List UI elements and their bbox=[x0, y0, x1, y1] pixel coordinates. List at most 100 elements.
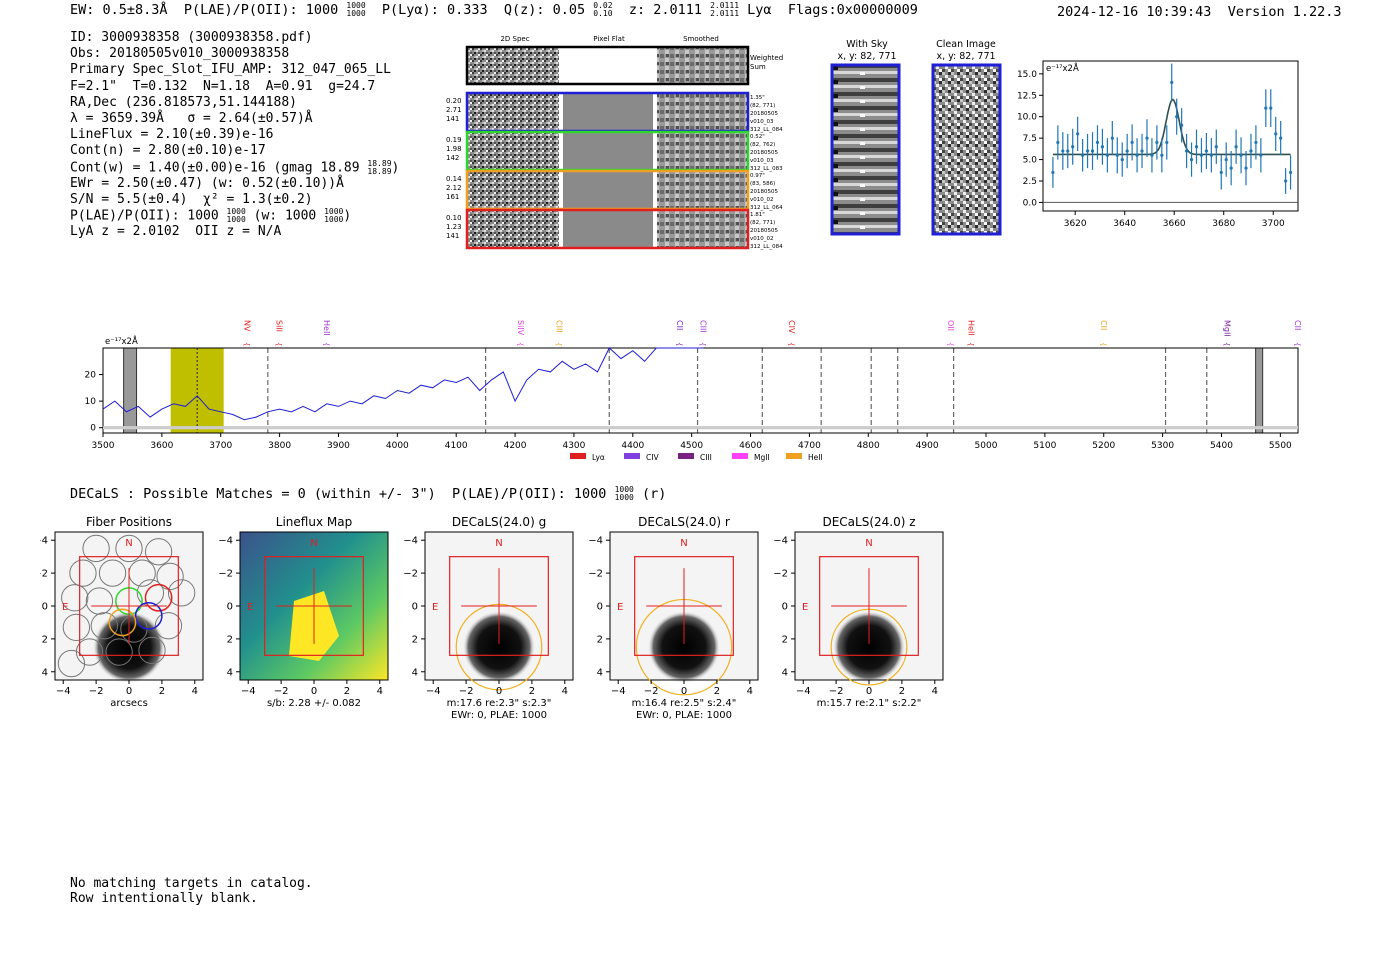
cutout-pixel-flat bbox=[563, 171, 653, 209]
decals-ytick-label: 4 bbox=[597, 667, 603, 678]
info-fit: F=2.1" T=0.132 N=1.18 A=0.91 g=24.7 bbox=[70, 78, 376, 94]
fit-point bbox=[1214, 145, 1218, 149]
decals-ytick-label: 0 bbox=[412, 602, 418, 613]
decals-panel-title: Fiber Positions bbox=[86, 515, 172, 529]
fit-point bbox=[1066, 149, 1070, 153]
emission-line-label: HeII bbox=[322, 320, 331, 336]
cutout-right-label: 20180505 bbox=[750, 189, 778, 195]
fit-point bbox=[1071, 145, 1075, 149]
spec-xtick-label: 4400 bbox=[621, 441, 644, 451]
weighted-sum-label: Weighted bbox=[750, 54, 783, 62]
decals-xtick-label: 0 bbox=[311, 686, 317, 697]
search-box bbox=[634, 556, 734, 656]
fit-ytick-label: 7.5 bbox=[1023, 134, 1037, 144]
spectrum-axes bbox=[102, 347, 1299, 434]
legend-swatch bbox=[678, 453, 694, 459]
spec-xtick-label: 5400 bbox=[1210, 441, 1233, 451]
east-label: E bbox=[617, 602, 623, 613]
decals-xtick-label: 4 bbox=[192, 686, 198, 697]
info-lya: LyA z = 2.0102 OII z = N/A bbox=[70, 224, 282, 240]
decals-xtick-label: 0 bbox=[866, 686, 872, 697]
spec-xtick-label: 5300 bbox=[1151, 441, 1174, 451]
fit-point bbox=[1284, 179, 1288, 183]
decals-xtick-label: −2 bbox=[89, 686, 104, 697]
fit-point bbox=[1095, 140, 1100, 145]
cutout-headers: 2D Spec Pixel Flat Smoothed bbox=[500, 35, 718, 43]
fit-point bbox=[1274, 132, 1278, 136]
fit-point bbox=[1279, 136, 1283, 140]
cutout-right-label: v010_03 bbox=[750, 158, 774, 164]
north-label: N bbox=[125, 538, 132, 549]
emission-line-bracket: { bbox=[946, 342, 954, 346]
fiber-circle bbox=[138, 636, 166, 665]
decals-ytick-label: 0 bbox=[597, 602, 603, 613]
fit-ytick-label: 5.0 bbox=[1023, 156, 1038, 166]
fit-xtick-label: 3700 bbox=[1262, 219, 1285, 229]
cutout-2d-spec bbox=[467, 171, 559, 209]
info-ewr: EWr = 2.50(±0.47) (w: 0.52(±0.10))Å bbox=[70, 175, 344, 191]
legend-swatch bbox=[624, 453, 640, 459]
fit-point bbox=[1135, 153, 1139, 157]
emission-line-label: CII bbox=[1099, 320, 1108, 330]
spec-xtick-label: 3500 bbox=[92, 441, 115, 451]
spec-ytick-label: 0 bbox=[90, 424, 96, 434]
info-id: ID: 3000938358 (3000938358.pdf) bbox=[70, 30, 313, 45]
cutout-left-label: 141 bbox=[446, 232, 459, 240]
header-pixel-flat: Pixel Flat bbox=[593, 35, 625, 43]
summary-line: EW: 0.5±8.3Å P(LAE)/P(OII): 1000 1000 100… bbox=[70, 1, 918, 19]
with-sky-coords: x, y: 82, 771 bbox=[837, 51, 896, 62]
search-box bbox=[264, 556, 364, 656]
info-lambda: λ = 3659.39Å σ = 2.64(±0.57)Å bbox=[70, 110, 313, 126]
east-label: E bbox=[62, 602, 68, 613]
fit-point bbox=[1145, 136, 1149, 140]
spec-xtick-label: 3800 bbox=[268, 441, 291, 451]
legend-swatch bbox=[732, 453, 748, 459]
decals-xtick-label: 4 bbox=[562, 686, 568, 697]
cutout-left-label: 0.20 bbox=[446, 97, 462, 105]
line-window-highlight bbox=[170, 348, 224, 433]
fit-xtick-label: 3660 bbox=[1163, 219, 1186, 229]
legend-label: MgII bbox=[754, 453, 770, 462]
fiber-circle-red bbox=[144, 583, 173, 612]
legend-label: HeII bbox=[808, 453, 823, 462]
spectral-cutouts: 2D Spec Pixel Flat Smoothed Weighted Sum… bbox=[446, 35, 783, 250]
legend-label: CIV bbox=[646, 453, 659, 462]
cutout-smoothed bbox=[657, 93, 748, 131]
decals-xtick-label: −4 bbox=[796, 686, 811, 697]
cutout-right-label: (83, 586) bbox=[750, 181, 775, 187]
fit-point bbox=[1105, 153, 1109, 157]
emission-line-label: CIII bbox=[699, 320, 708, 333]
emission-line-bracket: { bbox=[1099, 342, 1107, 346]
emission-line-bracket: { bbox=[322, 342, 330, 346]
decals-ytick-label: −4 bbox=[588, 536, 603, 547]
cutout-left-label: 161 bbox=[446, 193, 459, 201]
decals-panel-title: DECaLS(24.0) g bbox=[452, 515, 546, 529]
fiber-circle bbox=[98, 559, 127, 587]
fiber-circle bbox=[57, 649, 86, 678]
fit-point bbox=[1224, 157, 1228, 162]
fiber-circle-blue bbox=[134, 601, 163, 630]
decals-ytick-label: −4 bbox=[403, 536, 418, 547]
decals-xtick-label: 2 bbox=[159, 686, 165, 697]
spec-ylabel: e⁻¹⁷x2Å bbox=[105, 335, 138, 347]
cutout-2d-spec bbox=[467, 210, 559, 248]
cutout-left-label: 2.12 bbox=[446, 184, 462, 192]
fit-point bbox=[1269, 106, 1273, 110]
header-smoothed: Smoothed bbox=[683, 35, 719, 43]
fit-point bbox=[1056, 140, 1060, 145]
fiber-circle bbox=[61, 584, 89, 612]
fit-point bbox=[1165, 140, 1169, 145]
decals-ytick-label: −2 bbox=[773, 569, 788, 580]
fit-point bbox=[1160, 153, 1164, 157]
fiber-circle-orange bbox=[108, 608, 137, 637]
cutout-right-label: 312_LL_083 bbox=[750, 166, 783, 172]
decals-caption: s/b: 2.28 +/- 0.082 bbox=[267, 698, 361, 709]
decals-caption: arcsecs bbox=[110, 698, 148, 709]
fit-ylabel: e⁻¹⁷x2Å bbox=[1046, 62, 1079, 74]
fit-point bbox=[1259, 153, 1263, 157]
decals-xtick-label: 2 bbox=[714, 686, 720, 697]
fit-point bbox=[1194, 145, 1199, 149]
fiber-circle bbox=[144, 538, 173, 566]
fiber-circle bbox=[167, 579, 196, 607]
